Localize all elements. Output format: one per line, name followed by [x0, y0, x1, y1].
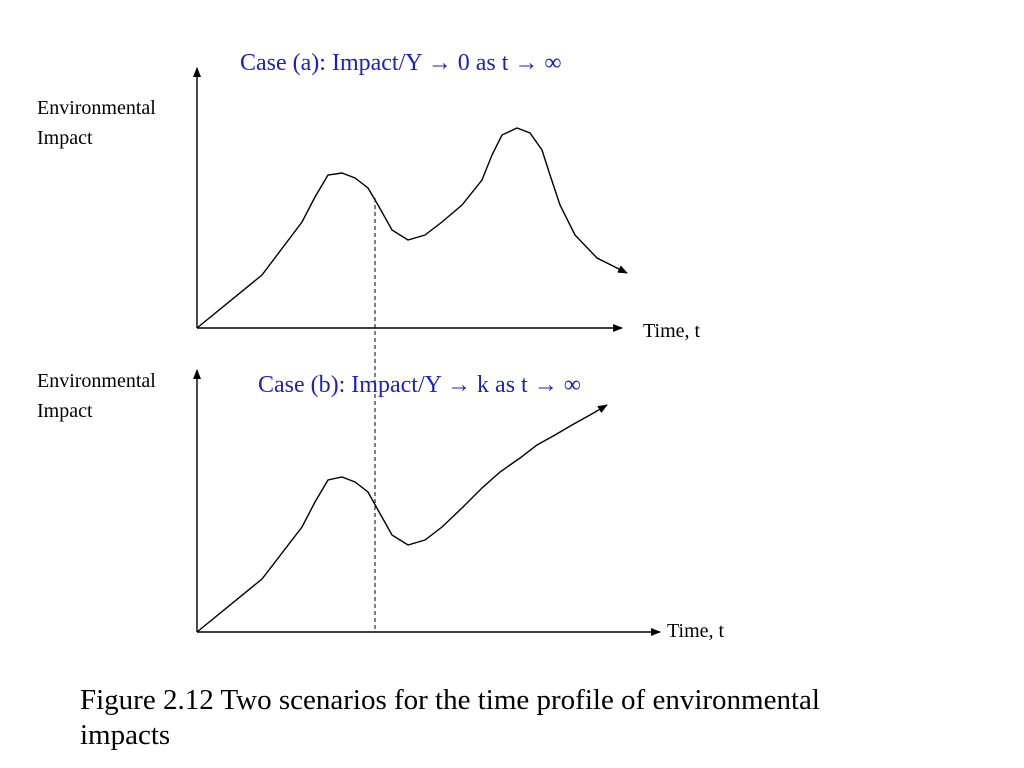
- figure-caption: Figure 2.12 Two scenarios for the time p…: [80, 683, 980, 753]
- caption-line-1: Figure 2.12 Two scenarios for the time p…: [80, 684, 820, 716]
- panel-b-x-label: Time, t: [667, 620, 725, 642]
- panel-a-case-label: Case (a): Impact/Y → 0 as t → ∞: [240, 50, 562, 76]
- panel-a-x-label: Time, t: [643, 320, 701, 342]
- panel-b-case-label: Case (b): Impact/Y → k as t → ∞: [258, 372, 581, 398]
- caption-line-2: impacts: [80, 718, 171, 751]
- panel-b-y-label-line2: Impact: [37, 400, 93, 422]
- panel-b-impact-curve: [196, 404, 608, 633]
- panel-b-y-label-line1: Environmental: [37, 370, 156, 392]
- panel-a-y-label-line1: Environmental: [37, 97, 156, 119]
- panel-a-y-label-line2: Impact: [37, 127, 93, 149]
- panel-a-impact-curve: [196, 127, 628, 329]
